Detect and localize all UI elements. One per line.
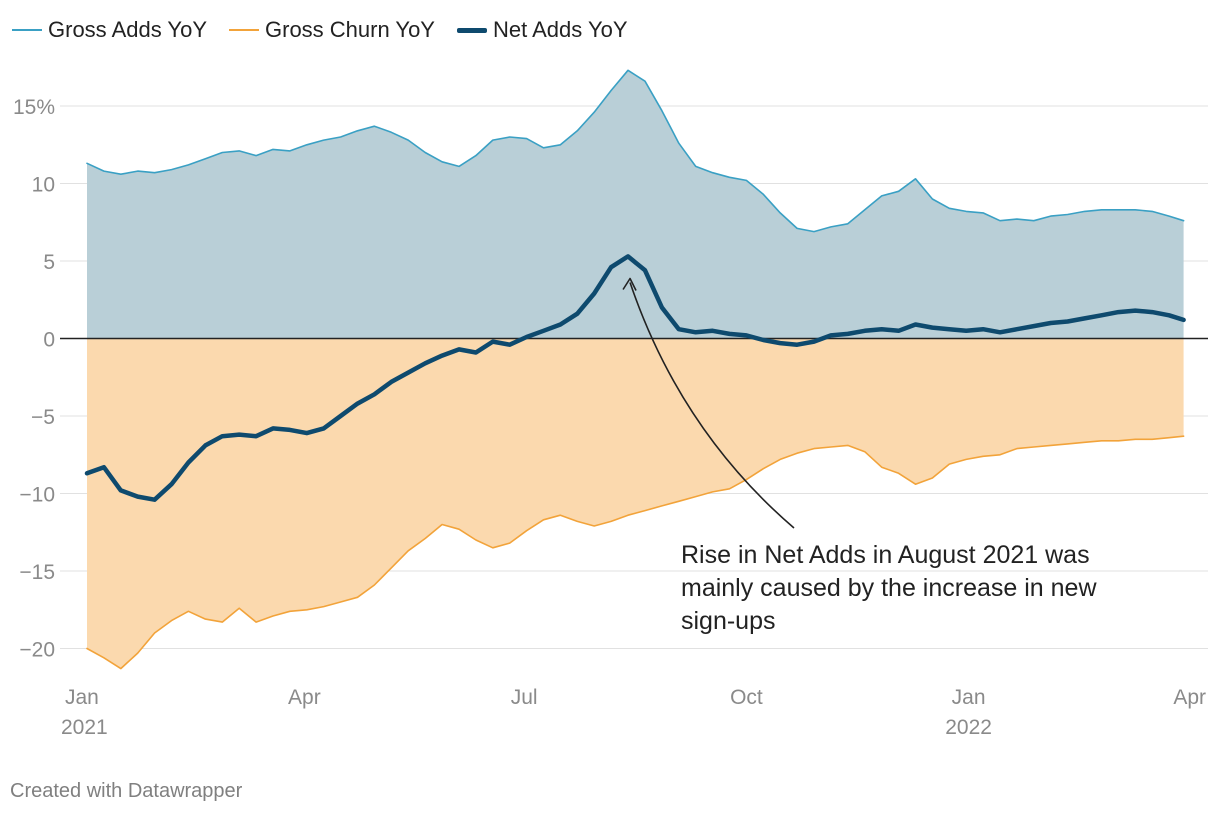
annotation-text-line: sign-ups: [681, 607, 776, 635]
legend-swatch-gross-churn: [229, 29, 259, 31]
series-line-net-adds-yoy: [84, 254, 1186, 502]
annotation-text-line: mainly caused by the increase in new: [681, 574, 1097, 602]
y-tick-label: 5: [43, 251, 55, 274]
legend-item-net-adds[interactable]: Net Adds YoY: [456, 17, 628, 43]
x-tick-label: Apr: [288, 686, 321, 709]
footer-credit: Created with Datawrapper: [10, 780, 243, 802]
x-tick-label: Jan: [65, 686, 99, 709]
legend-swatch-net-adds: [456, 27, 487, 33]
annotation-arrow: [629, 282, 795, 529]
y-tick-label: −10: [19, 484, 55, 507]
annotation-text-line: Rise in Net Adds in August 2021 was: [681, 541, 1090, 569]
annotation-arrowhead: [622, 277, 637, 291]
area-gross-churn-yoy: [87, 338, 1184, 669]
y-tick-label: 10: [32, 174, 55, 197]
y-tick-label: 15%: [13, 96, 55, 119]
series-line-gross-adds-yoy: [86, 69, 1185, 233]
series-line-gross-churn-yoy: [86, 435, 1185, 670]
x-tick-sublabel: 2021: [61, 716, 108, 739]
chart-plot: 15% 10 5 0 −5 −10 −15 −20 Jan 2021 Apr Jul Oct Jan 202…: [13, 69, 1208, 739]
legend-item-gross-churn[interactable]: Gross Churn YoY: [229, 17, 435, 43]
legend-label-gross-adds: Gross Adds YoY: [48, 17, 207, 42]
legend-item-gross-adds[interactable]: Gross Adds YoY: [12, 17, 207, 43]
y-tick-label: −15: [19, 561, 55, 584]
legend-swatch-gross-adds: [12, 29, 42, 31]
y-tick-label: −5: [31, 406, 55, 429]
legend: Gross Adds YoY Gross Churn YoY Net Adds …: [12, 14, 628, 46]
x-tick-sublabel: 2022: [945, 716, 992, 739]
legend-label-net-adds: Net Adds YoY: [492, 17, 628, 42]
x-tick-label: Oct: [730, 686, 763, 709]
x-tick-label: Jan: [952, 686, 986, 709]
area-gross-adds-yoy: [87, 70, 1184, 339]
y-tick-label: 0: [43, 329, 55, 352]
legend-label-gross-churn: Gross Churn YoY: [265, 17, 435, 42]
x-tick-label: Jul: [511, 686, 538, 709]
y-tick-label: −20: [19, 639, 55, 662]
x-tick-label: Apr: [1173, 686, 1206, 709]
